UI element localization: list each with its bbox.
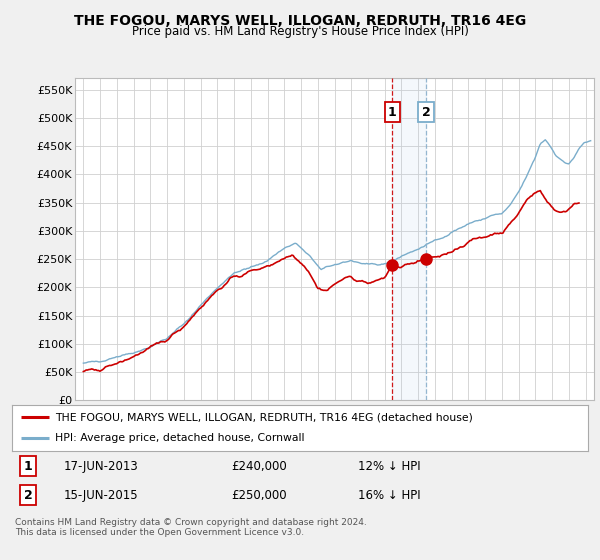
Text: HPI: Average price, detached house, Cornwall: HPI: Average price, detached house, Corn… xyxy=(55,433,305,444)
Text: Contains HM Land Registry data © Crown copyright and database right 2024.
This d: Contains HM Land Registry data © Crown c… xyxy=(15,518,367,538)
Text: Price paid vs. HM Land Registry's House Price Index (HPI): Price paid vs. HM Land Registry's House … xyxy=(131,25,469,38)
Text: 1: 1 xyxy=(24,460,32,473)
Bar xyxy=(392,78,426,400)
Text: £240,000: £240,000 xyxy=(231,460,287,473)
Text: 17-JUN-2013: 17-JUN-2013 xyxy=(64,460,139,473)
Text: 16% ↓ HPI: 16% ↓ HPI xyxy=(358,489,420,502)
Text: THE FOGOU, MARYS WELL, ILLOGAN, REDRUTH, TR16 4EG (detached house): THE FOGOU, MARYS WELL, ILLOGAN, REDRUTH,… xyxy=(55,412,473,422)
Text: 2: 2 xyxy=(422,106,430,119)
Text: 2: 2 xyxy=(24,489,32,502)
Text: THE FOGOU, MARYS WELL, ILLOGAN, REDRUTH, TR16 4EG: THE FOGOU, MARYS WELL, ILLOGAN, REDRUTH,… xyxy=(74,14,526,28)
Text: 15-JUN-2015: 15-JUN-2015 xyxy=(64,489,139,502)
Text: 12% ↓ HPI: 12% ↓ HPI xyxy=(358,460,420,473)
Text: 1: 1 xyxy=(388,106,397,119)
Text: £250,000: £250,000 xyxy=(231,489,287,502)
